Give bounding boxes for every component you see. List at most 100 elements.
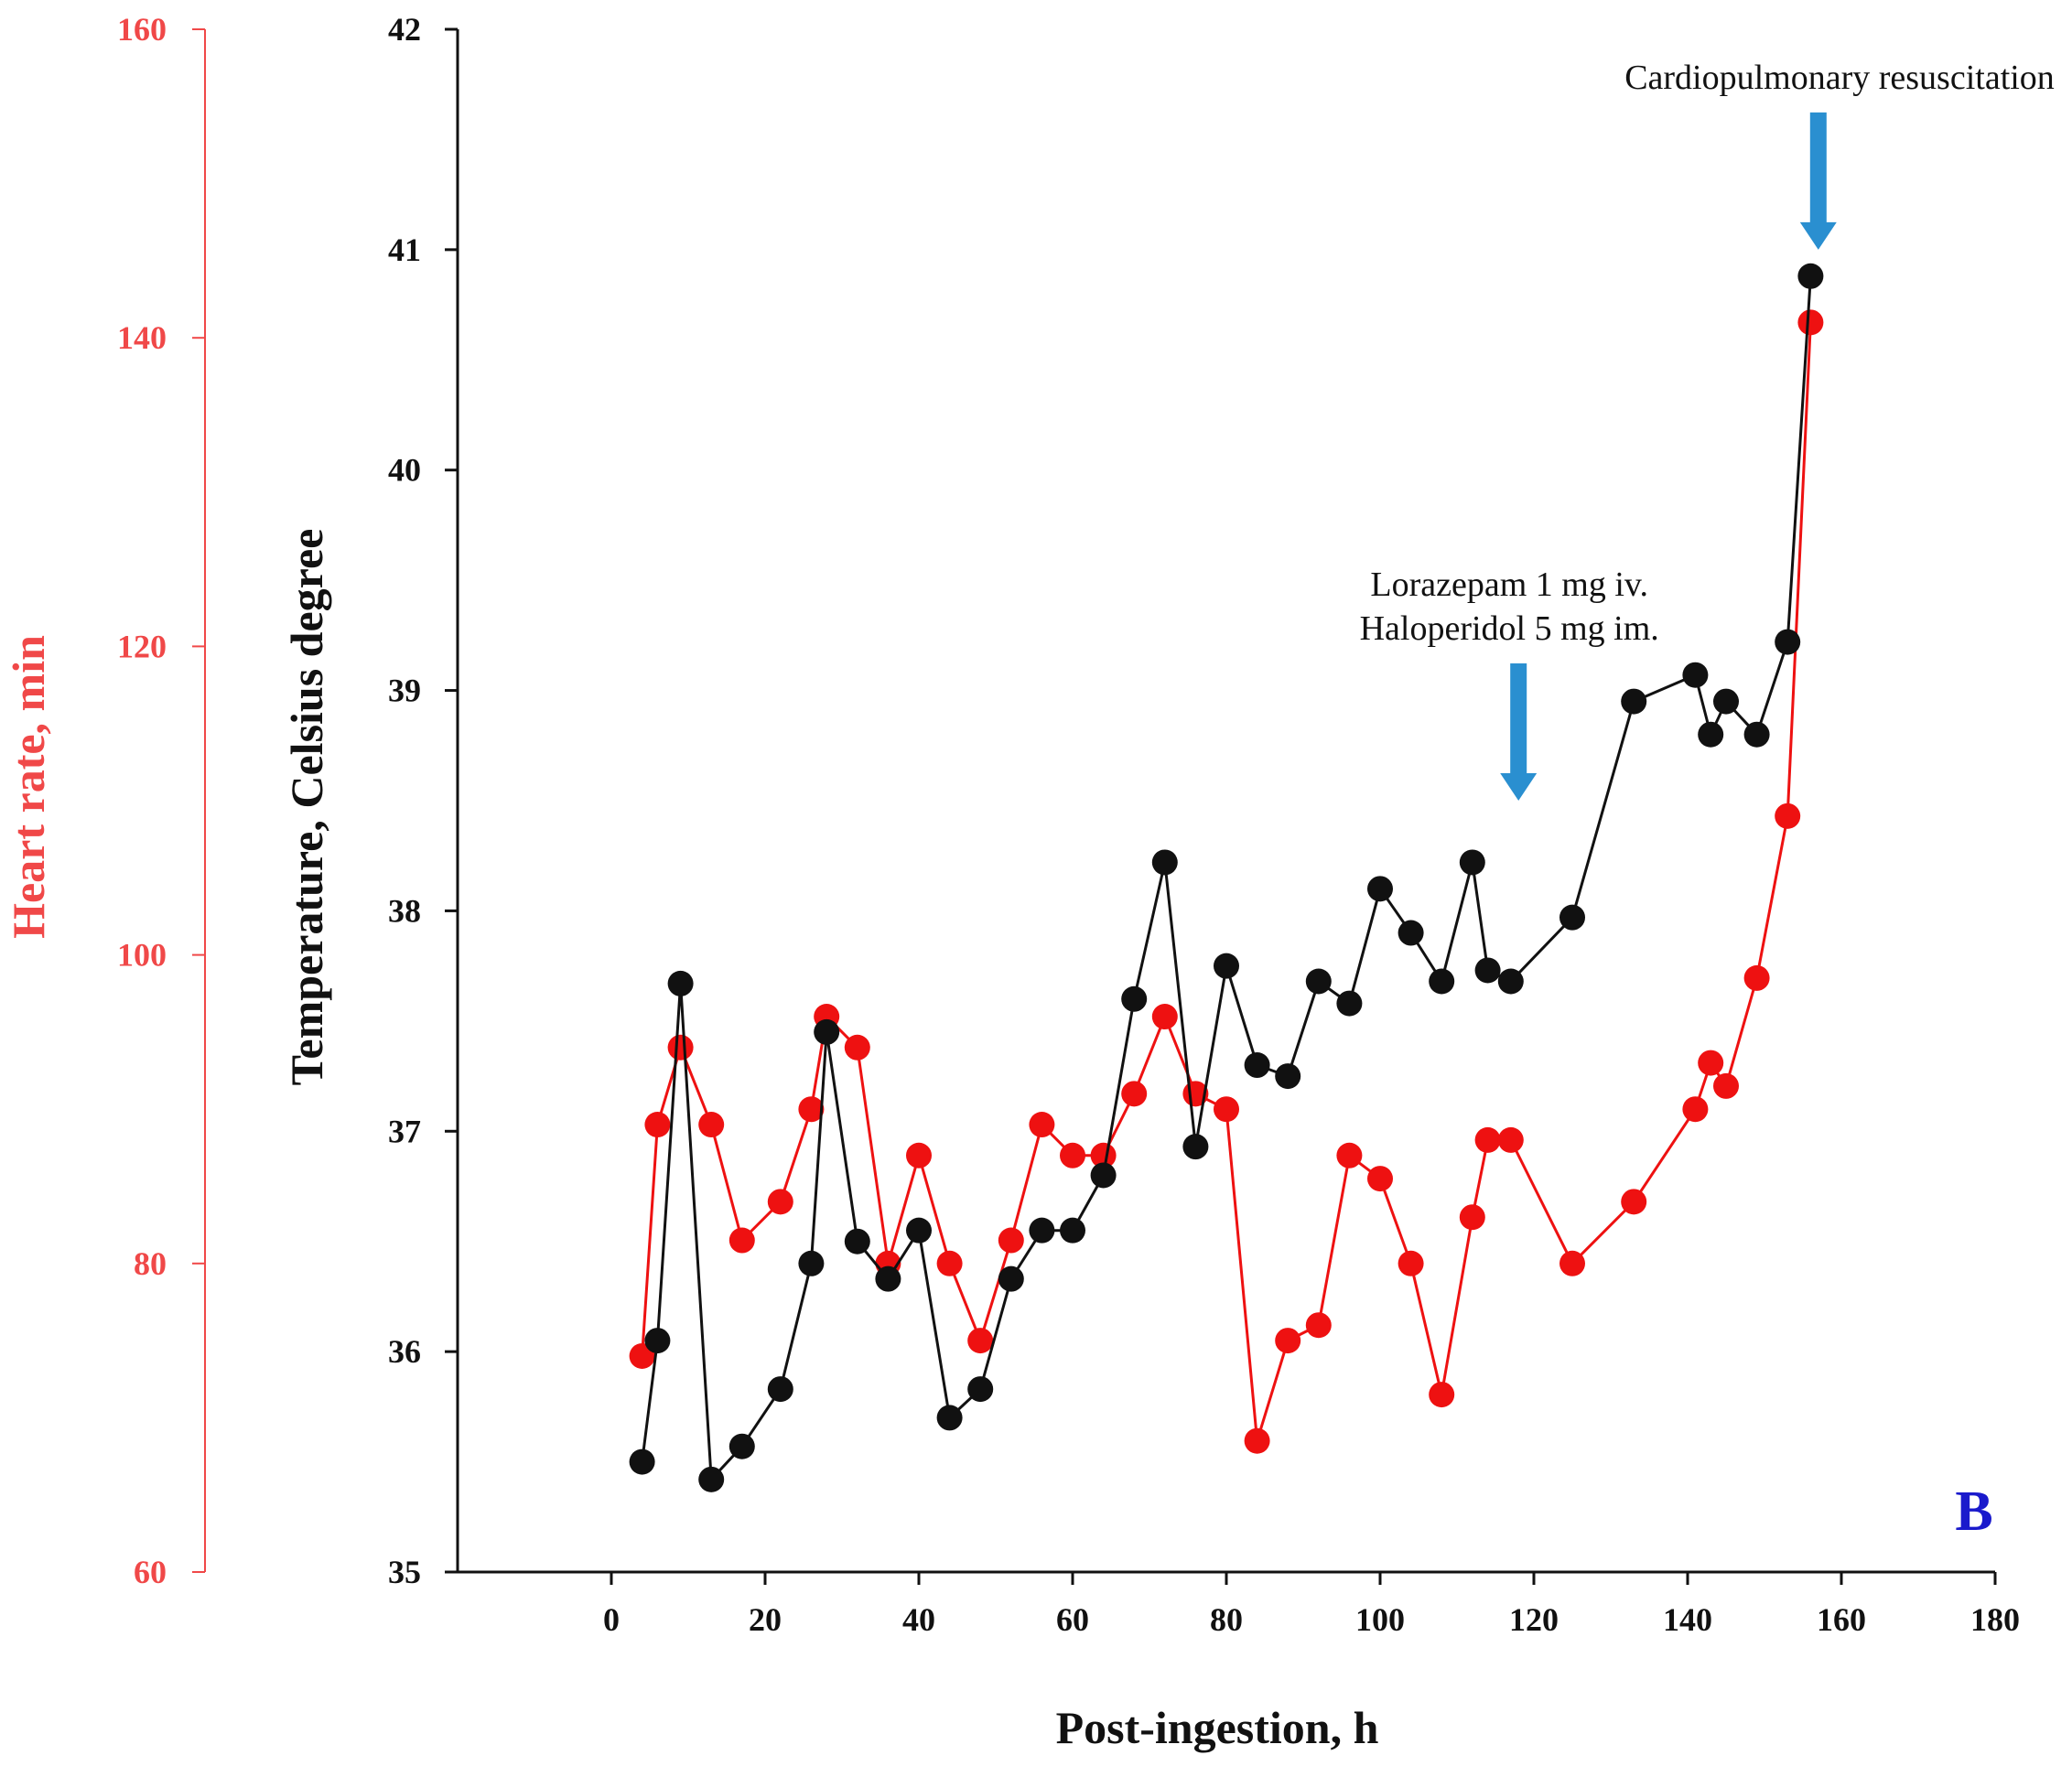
data-point <box>1474 957 1501 984</box>
data-point <box>1336 1142 1363 1168</box>
data-point <box>728 1433 755 1459</box>
temperature-axis-tick-label: 41 <box>388 232 421 268</box>
right-axis: 35 36 37 38 39 40 41 42 <box>388 11 459 1590</box>
data-point <box>1713 688 1739 715</box>
temperature-axis-ticks: 35 36 37 38 39 40 41 42 <box>388 11 458 1590</box>
data-point <box>1090 1142 1117 1168</box>
data-point <box>1214 953 1239 979</box>
data-point <box>1559 1250 1585 1276</box>
data-point <box>1151 1004 1178 1030</box>
data-point <box>1775 802 1801 829</box>
data-point <box>1305 1312 1332 1339</box>
data-point <box>844 1034 870 1061</box>
data-point <box>798 1250 825 1276</box>
data-point <box>1682 1096 1709 1123</box>
x-axis-tick-label: 80 <box>1210 1601 1243 1638</box>
data-point <box>1743 964 1770 991</box>
data-point <box>1698 1050 1724 1076</box>
temperature-axis-tick-label: 38 <box>388 892 421 929</box>
data-point <box>1797 309 1824 336</box>
data-point <box>936 1405 963 1431</box>
data-point <box>1398 920 1424 946</box>
data-point <box>1090 1162 1117 1189</box>
temperature-axis-tick-label: 39 <box>388 673 421 709</box>
data-point <box>1121 985 1148 1012</box>
data-point <box>767 1189 793 1215</box>
left-axis-tick-label: 100 <box>117 937 167 974</box>
data-point <box>936 1250 963 1276</box>
data-point <box>1151 849 1178 876</box>
data-point <box>1497 1126 1524 1153</box>
x-axis-ticks: 0 20 40 60 80 100 120 140 160 180 <box>603 1572 2020 1638</box>
data-point <box>1275 1063 1301 1090</box>
x-axis-tick-label: 100 <box>1355 1601 1405 1638</box>
data-point <box>1698 721 1724 748</box>
left-axis-title: Heart rate, min <box>3 635 54 939</box>
x-axis-tick-label: 180 <box>1970 1601 2020 1638</box>
annotation-layer: Lorazepam 1 mg iv. Haloperidol 5 mg im. Ca… <box>1360 59 2055 801</box>
series-layer <box>629 263 1824 1492</box>
data-point <box>667 970 694 996</box>
x-axis: 0 20 40 60 80 100 120 140 160 180 <box>458 1570 2020 1638</box>
right-axis-title: Temperature, Celsius degree <box>281 529 332 1086</box>
data-point <box>1713 1072 1739 1099</box>
data-point <box>698 1112 725 1138</box>
data-point <box>1182 1134 1209 1160</box>
temperature-axis-tick-label: 36 <box>388 1333 421 1370</box>
annotation-text: Haloperidol 5 mg im. <box>1360 609 1659 648</box>
data-point <box>644 1112 671 1138</box>
x-axis-tick-label: 40 <box>902 1601 935 1638</box>
x-axis-tick-label: 20 <box>749 1601 782 1638</box>
data-point <box>728 1227 755 1254</box>
left-axis-ticks: 60 80 100 120 140 160 <box>117 11 205 1590</box>
series-heart-rate <box>629 309 1824 1454</box>
series-line <box>641 275 1812 1483</box>
annotation-text: Lorazepam 1 mg iv. <box>1370 565 1648 604</box>
data-point <box>1743 721 1770 748</box>
data-point <box>906 1217 932 1244</box>
data-point <box>1060 1217 1085 1244</box>
data-point <box>798 1096 825 1123</box>
data-point <box>1497 968 1524 995</box>
data-point <box>644 1328 671 1354</box>
annotation-text: Cardiopulmonary resuscitation <box>1624 59 2055 97</box>
x-axis-title: Post-ingestion, h <box>1056 1702 1379 1753</box>
x-axis-tick-label: 140 <box>1663 1601 1712 1638</box>
data-point <box>667 1034 694 1061</box>
temperature-axis-tick-label: 37 <box>388 1113 421 1149</box>
temperature-axis-tick-label: 42 <box>388 11 421 48</box>
data-point <box>1429 968 1455 995</box>
data-point <box>1682 662 1709 688</box>
data-point <box>1474 1126 1501 1153</box>
data-point <box>1305 968 1332 995</box>
data-point <box>844 1228 870 1255</box>
left-axis-tick-label: 120 <box>117 628 167 664</box>
temperature-axis-tick-label: 35 <box>388 1554 421 1590</box>
data-point <box>767 1376 793 1403</box>
data-point <box>1621 1189 1647 1215</box>
data-point <box>1244 1427 1270 1454</box>
left-axis-tick-label: 140 <box>117 319 167 356</box>
data-point <box>1621 688 1647 715</box>
data-point <box>1214 1096 1239 1123</box>
data-point <box>1559 904 1585 931</box>
data-point <box>1121 1081 1148 1107</box>
data-point <box>1775 629 1801 655</box>
data-point <box>875 1265 901 1292</box>
x-axis-tick-label: 160 <box>1817 1601 1866 1638</box>
data-point <box>1060 1142 1085 1168</box>
data-point <box>998 1227 1024 1254</box>
left-axis-tick-label: 60 <box>134 1554 167 1590</box>
data-point <box>906 1142 932 1168</box>
x-axis-tick-label: 0 <box>603 1601 620 1638</box>
panel-label: B <box>1955 1481 1992 1543</box>
left-axis: 60 80 100 120 140 160 <box>117 11 206 1590</box>
down-arrow-icon <box>1500 663 1538 801</box>
data-point <box>1029 1112 1055 1138</box>
data-point <box>1429 1382 1455 1408</box>
data-point <box>1275 1328 1301 1354</box>
temperature-axis-tick-label: 40 <box>388 452 421 489</box>
data-point <box>1244 1052 1270 1079</box>
data-point <box>1459 849 1485 876</box>
